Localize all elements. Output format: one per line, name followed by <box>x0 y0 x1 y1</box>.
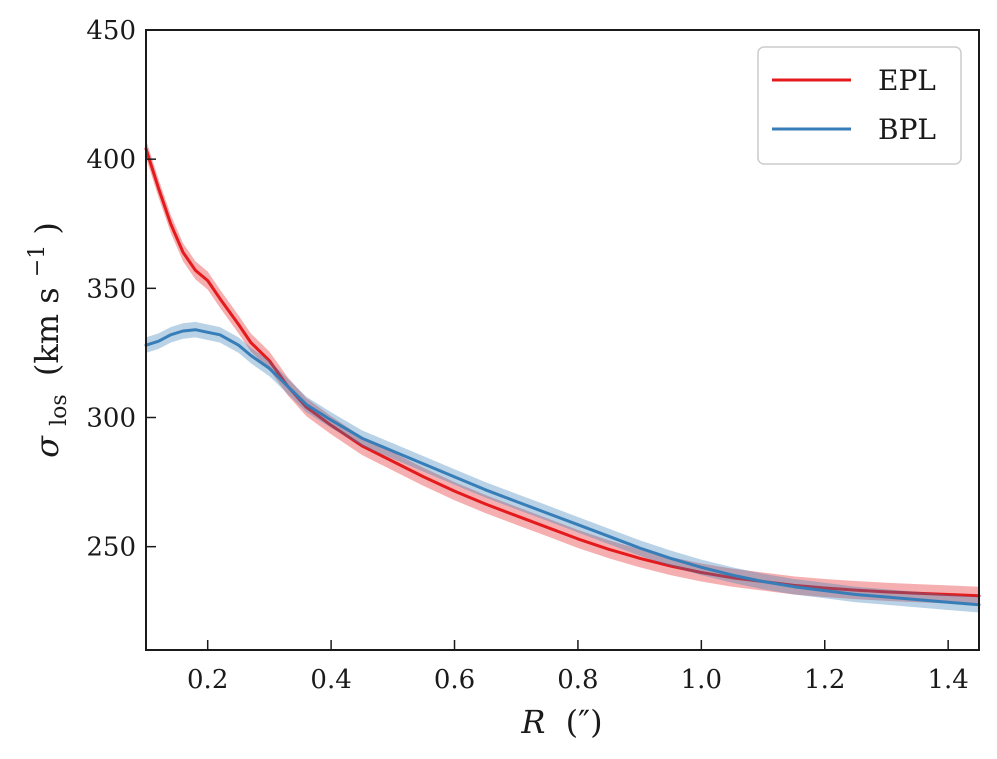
y-tick-label: 350 <box>86 274 136 304</box>
y-axis: 250 300 350 400 450 <box>86 16 156 563</box>
y-tick-label: 450 <box>86 16 136 46</box>
x-axis-label-variable: R <box>520 703 545 741</box>
y-tick-label: 400 <box>86 145 136 175</box>
x-tick-label: 0.2 <box>187 665 228 695</box>
x-tick-label: 0.6 <box>434 665 475 695</box>
series-line-epl <box>144 147 981 598</box>
series-band-bpl <box>146 321 979 613</box>
y-axis-label: σ los (km s −1 ) <box>14 222 74 458</box>
y-axis-label-variable: σ <box>28 435 66 458</box>
series-line-bpl <box>144 328 981 607</box>
y-tick-label: 300 <box>86 404 136 434</box>
y-axis-label-unit: (km s <box>28 287 66 376</box>
x-tick-label: 1.0 <box>681 665 722 695</box>
y-axis-label-close: ) <box>28 222 66 234</box>
legend-label-epl: EPL <box>878 64 936 97</box>
y-tick-label: 250 <box>86 533 136 563</box>
legend: EPL BPL <box>757 46 962 165</box>
x-axis-label: R (″) <box>520 703 602 741</box>
series-layer <box>144 139 981 613</box>
plot-frame <box>145 29 980 651</box>
x-tick-label: 0.4 <box>310 665 351 695</box>
legend-box <box>757 46 962 165</box>
y-axis-label-subscript: los <box>47 394 72 426</box>
x-tick-label: 1.2 <box>804 665 845 695</box>
legend-label-bpl: BPL <box>878 113 936 146</box>
x-tick-label: 0.8 <box>557 665 598 695</box>
x-tick-label: 1.4 <box>927 665 968 695</box>
y-axis-label-superscript: −1 <box>25 245 50 277</box>
x-axis: 0.2 0.4 0.6 0.8 1.0 1.2 1.4 <box>187 640 969 695</box>
x-axis-label-unit: (″) <box>566 703 603 741</box>
